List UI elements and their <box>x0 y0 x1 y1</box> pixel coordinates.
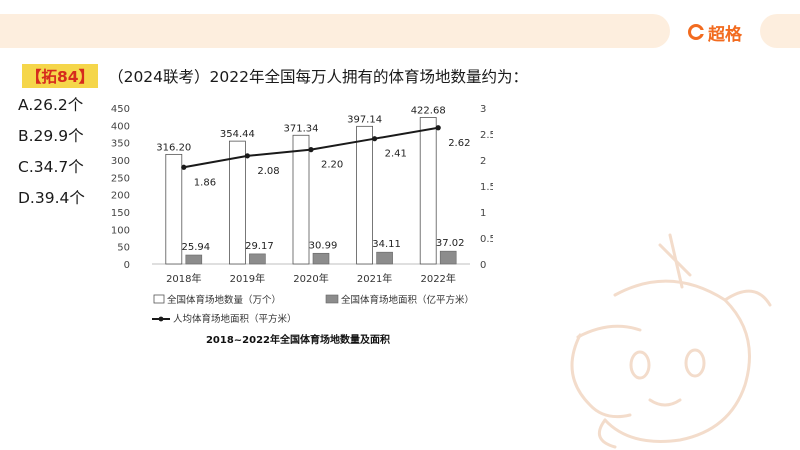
bar-area-2018年 <box>185 254 203 265</box>
question-line: 【拓84】 （2024联考）2022年全国每万人拥有的体育场地数量约为： <box>22 64 528 88</box>
legend-swatch-area <box>325 294 339 304</box>
bar-count-label: 354.44 <box>220 129 255 140</box>
options-list: A.26.2个 B.29.9个 C.34.7个 D.39.4个 <box>18 94 85 218</box>
chart-svg: 0 50 100 150 200 250 300 350 400 450 0 0.5 1 1.5 2 2.5 3… <box>111 104 496 346</box>
brand-name: 超格 <box>708 24 742 45</box>
legend-label-count: 全国体育场地数量（万个） <box>167 294 281 306</box>
y-left-tick-label: 250 <box>111 173 130 184</box>
bar-area-label: 37.02 <box>436 238 465 249</box>
y-right-tick-label: 1.5 <box>480 182 493 193</box>
y-right-tick-label: 0.5 <box>480 234 493 245</box>
x-tick-label: 2018年 <box>166 272 201 285</box>
header-strip-right <box>760 14 800 48</box>
bar-area-label: 29.17 <box>245 241 274 252</box>
brand-c-icon <box>688 24 704 40</box>
line-point-label: 1.86 <box>194 177 216 188</box>
x-tick-label: 2022年 <box>420 272 455 285</box>
bar-count-2022年 <box>419 117 437 265</box>
chart-title: 2018~2022年全国体育场地数量及面积 <box>206 333 390 346</box>
mascot-watermark-icon <box>570 233 772 449</box>
question-text: （2024联考）2022年全国每万人拥有的体育场地数量约为： <box>108 68 528 86</box>
line-point <box>372 136 378 142</box>
legend-swatch-count <box>153 294 165 304</box>
bar-area-2021年 <box>376 251 393 265</box>
y-right-tick-label: 3 <box>480 104 486 115</box>
bar-area-2020年 <box>312 252 330 265</box>
bar-area-label: 25.94 <box>181 242 210 253</box>
legend-label-line: 人均体育场地面积（平方米） <box>173 313 297 325</box>
line-point <box>435 125 441 131</box>
line-point <box>181 164 187 170</box>
y-right-tick-label: 2.5 <box>480 130 493 141</box>
bar-count-label: 397.14 <box>347 114 382 125</box>
y-left-tick-label: 300 <box>111 156 130 167</box>
option-d[interactable]: D.39.4个 <box>18 189 85 207</box>
bar-count-label: 422.68 <box>411 105 446 116</box>
legend-swatch-line-marker <box>158 316 164 322</box>
bar-area-2022年 <box>439 250 457 265</box>
option-c[interactable]: C.34.7个 <box>18 158 84 176</box>
y-right-tick-label: 0 <box>480 260 486 271</box>
bar-area-2019年 <box>249 253 266 265</box>
y-left-tick-label: 150 <box>111 208 130 219</box>
y-right-tick-label: 2 <box>480 156 486 167</box>
bar-count-label: 371.34 <box>284 123 319 134</box>
y-left-tick-label: 50 <box>117 243 130 254</box>
bar-count-2021年 <box>356 125 374 265</box>
y-left-tick-label: 450 <box>111 104 130 115</box>
bar-area-label: 30.99 <box>309 240 338 251</box>
line-point-label: 2.41 <box>385 149 407 160</box>
header-strip <box>0 14 670 48</box>
chart-panel: 0 50 100 150 200 250 300 350 400 450 0 0.5 1 1.5 2 2.5 3… <box>108 96 496 349</box>
bar-count-label: 316.20 <box>156 142 191 153</box>
x-tick-label: 2021年 <box>357 272 392 285</box>
y-right-tick-label: 1 <box>480 208 486 219</box>
legend-label-area: 全国体育场地面积（亿平方米） <box>341 294 474 306</box>
option-b[interactable]: B.29.9个 <box>18 127 84 145</box>
y-left-tick-label: 100 <box>111 225 130 236</box>
bar-count-2018年 <box>165 153 183 265</box>
question-tag: 【拓84】 <box>22 64 99 88</box>
y-left-tick-label: 400 <box>111 121 130 132</box>
y-left-tick-label: 0 <box>124 260 130 271</box>
line-point-label: 2.08 <box>257 166 279 177</box>
option-a[interactable]: A.26.2个 <box>18 96 84 114</box>
x-tick-label: 2019年 <box>230 272 265 285</box>
line-point <box>308 147 314 153</box>
bar-count-2019年 <box>229 140 246 265</box>
bar-count-2020年 <box>292 134 310 265</box>
line-point-label: 2.62 <box>448 138 470 149</box>
y-left-tick-label: 200 <box>111 191 130 202</box>
line-point <box>244 153 250 159</box>
bar-area-label: 34.11 <box>372 239 401 250</box>
line-point-label: 2.20 <box>321 160 343 171</box>
x-tick-label: 2020年 <box>293 272 328 285</box>
brand-logo: 超格 <box>688 20 742 45</box>
y-left-tick-label: 350 <box>111 139 130 150</box>
